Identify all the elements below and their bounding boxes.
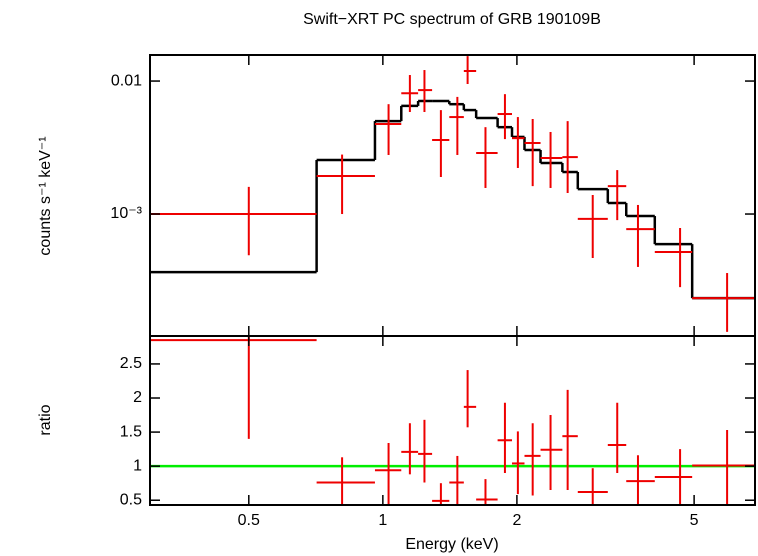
- y-tick-label: 1: [133, 457, 142, 474]
- y-axis-label: counts s⁻¹ keV⁻¹: [37, 136, 54, 255]
- y-tick-label: 1.5: [120, 423, 142, 440]
- x-tick-label: 0.5: [238, 512, 260, 529]
- y-tick-label: 2.5: [120, 355, 142, 372]
- y-tick-label: 0.01: [111, 72, 142, 89]
- x-tick-label: 5: [690, 512, 699, 529]
- plot-area: [150, 336, 755, 505]
- x-tick-label: 2: [512, 512, 521, 529]
- y-tick-label: 0.5: [120, 491, 142, 508]
- plot-frame: [149, 335, 756, 506]
- y-tick-label: 10⁻³: [110, 205, 142, 222]
- x-tick-label: 1: [378, 512, 387, 529]
- x-axis-label: Energy (keV): [405, 536, 498, 553]
- plot-area: [150, 56, 755, 332]
- y-axis-label: ratio: [37, 404, 54, 435]
- y-tick-label: 2: [133, 389, 142, 406]
- chart-title: Swift−XRT PC spectrum of GRB 190109B: [303, 11, 601, 28]
- plot-frame: [149, 54, 756, 337]
